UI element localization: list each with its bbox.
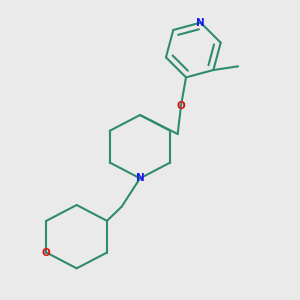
Text: N: N: [136, 173, 144, 183]
Text: N: N: [196, 18, 205, 28]
Text: O: O: [177, 101, 185, 111]
Text: O: O: [42, 248, 51, 257]
